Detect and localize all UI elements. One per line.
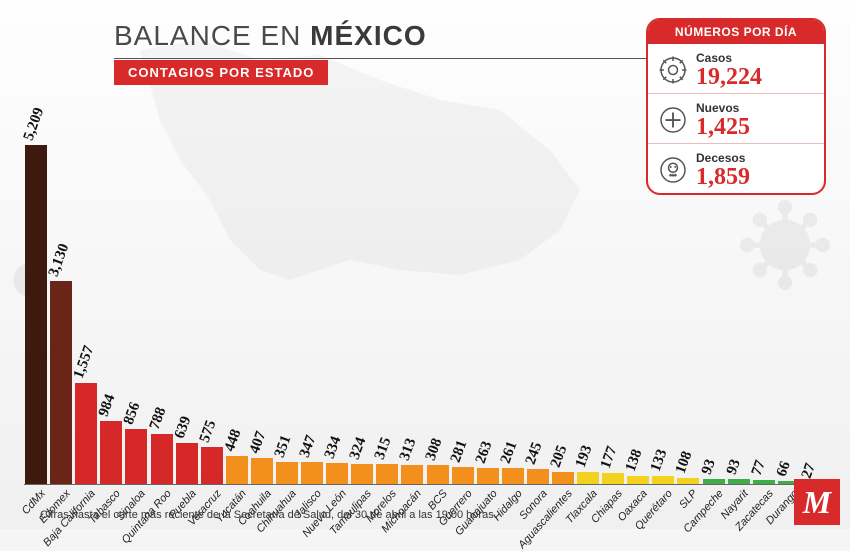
bar-value: 245 [523, 440, 547, 467]
bar-value: 313 [397, 436, 421, 463]
bar-column: 261Hidalgo [501, 85, 525, 485]
infographic-container: { "title": { "light": "BALANCE EN ", "bo… [0, 0, 850, 529]
bar-value: 575 [196, 419, 220, 446]
bar: 984 [100, 421, 122, 485]
bar-column: 5,209CdMx [24, 85, 48, 485]
bar-value: 788 [146, 405, 170, 432]
bar-column: 407Coahuila [250, 85, 274, 485]
bar: 245 [527, 469, 549, 485]
bar-value: 984 [96, 392, 120, 419]
bar-value: 138 [623, 447, 647, 474]
bar-value: 93 [723, 457, 744, 477]
milenio-logo: M [794, 479, 840, 525]
footer-note: Cifras hasta el corte más reciente de la… [40, 509, 497, 521]
bar: 639 [176, 443, 198, 485]
bar-value: 177 [598, 445, 622, 472]
bar-column: 334Nuevo León [325, 85, 349, 485]
bar-value: 351 [272, 433, 296, 460]
bar-column: 639Puebla [175, 85, 199, 485]
bar: 575 [201, 447, 223, 485]
bar: 313 [401, 465, 423, 485]
bar: 205 [552, 472, 574, 485]
stat-icon [658, 55, 688, 85]
bar-column: 324Tamaulipas [350, 85, 374, 485]
bar-value: 334 [322, 434, 346, 461]
bar-column: 788Quintana Roo [149, 85, 173, 485]
bar: 3,130 [50, 281, 72, 485]
bar-column: 93Nayarit [727, 85, 751, 485]
bar-column: 27Colima [802, 85, 826, 485]
bar: 334 [326, 463, 348, 485]
bar: 407 [251, 458, 273, 485]
bar-value: 1,557 [71, 344, 99, 382]
bar: 263 [477, 468, 499, 485]
bar: 261 [502, 468, 524, 485]
bar: 448 [226, 456, 248, 485]
bar-chart: 5,209CdMx3,130Edomex1,557Baja California… [24, 85, 826, 485]
bar: 788 [151, 434, 173, 485]
bar-value: 66 [774, 459, 795, 479]
bar-value: 77 [748, 458, 769, 478]
bar: 5,209 [25, 145, 47, 485]
bar-column: 177Chiapas [601, 85, 625, 485]
bar: 281 [452, 467, 474, 485]
bar: 315 [376, 464, 398, 485]
bar-column: 93Campeche [702, 85, 726, 485]
bar: 1,557 [75, 383, 97, 485]
bar-value: 261 [498, 439, 522, 466]
bar-value: 448 [222, 427, 246, 454]
bar-value: 347 [297, 434, 321, 461]
bar-value: 5,209 [21, 106, 49, 144]
bar-column: 205Aguascalientes [551, 85, 575, 485]
bar-column: 281Guerrero [451, 85, 475, 485]
bar-column: 66Durango [777, 85, 801, 485]
stats-header: NÚMEROS POR DÍA [648, 20, 824, 44]
bar: 347 [301, 462, 323, 485]
title-light: BALANCE EN [114, 20, 310, 51]
bar-value: 281 [447, 438, 471, 465]
stat-label: Casos [696, 51, 762, 65]
bar: 308 [427, 465, 449, 485]
bar-column: 313Michoacán [400, 85, 424, 485]
bar-column: 193Tlaxcala [576, 85, 600, 485]
bar: 856 [125, 429, 147, 485]
bar-value: 205 [548, 443, 572, 470]
bar-value: 3,130 [46, 241, 74, 279]
bar-value: 93 [698, 457, 719, 477]
bar-column: 133Querétaro [651, 85, 675, 485]
bar-column: 108SLP [676, 85, 700, 485]
chart-baseline [24, 484, 826, 485]
bar-column: 315Morelos [375, 85, 399, 485]
bar-column: 347Jalisco [300, 85, 324, 485]
bar-value: 108 [673, 449, 697, 476]
bar-column: 138Oaxaca [626, 85, 650, 485]
bar-value: 193 [573, 444, 597, 471]
bar-column: 856Sinaloa [124, 85, 148, 485]
bar: 351 [276, 462, 298, 485]
bar-column: 351Chihuahua [275, 85, 299, 485]
bar-value: 324 [347, 435, 371, 462]
bar-column: 77Zacatecas [752, 85, 776, 485]
bar-column: 3,130Edomex [49, 85, 73, 485]
bar-value: 315 [372, 436, 396, 463]
bar-value: 639 [171, 414, 195, 441]
bar-column: 308BCS [426, 85, 450, 485]
subtitle: CONTAGIOS POR ESTADO [114, 60, 328, 85]
bar-column: 575Veracruz [200, 85, 224, 485]
bar-value: 263 [472, 439, 496, 466]
bar-value: 133 [648, 447, 672, 474]
bar-value: 407 [247, 430, 271, 457]
bar-column: 1,557Baja California [74, 85, 98, 485]
bar-value: 308 [422, 436, 446, 463]
bar-column: 984Tabasco [99, 85, 123, 485]
bar-value: 856 [121, 400, 145, 427]
title-bold: MÉXICO [310, 20, 426, 51]
bar-column: 245Sonora [526, 85, 550, 485]
bar-column: 448Yucatán [225, 85, 249, 485]
bar-column: 263Guanajuato [476, 85, 500, 485]
bar: 324 [351, 464, 373, 485]
